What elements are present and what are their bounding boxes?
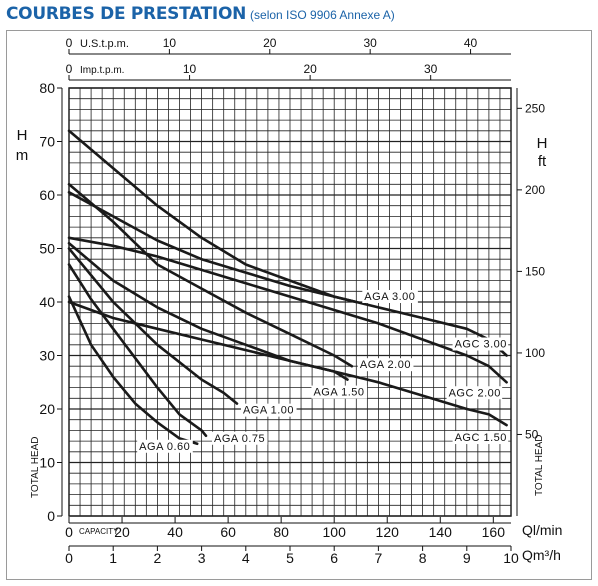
curve-agc-3-00 <box>67 191 508 357</box>
curves <box>67 129 508 446</box>
bottom-m3h-tick-label: 4 <box>242 550 250 566</box>
curve-aga-0-75 <box>67 263 208 438</box>
curve-label-bg <box>240 403 297 417</box>
curve-label: AGA 1.00 <box>243 405 294 417</box>
bottom-m3h-axis-label: Qm³/h <box>522 547 561 563</box>
bottom-lpm-tick-label: 120 <box>376 524 400 540</box>
top-us-tick-label: 30 <box>363 36 377 50</box>
bottom-lpm-tick-label: 60 <box>220 524 236 540</box>
top-us-tick-label: 0 <box>66 36 73 50</box>
curve-aga-1-00 <box>67 247 239 405</box>
bottom-lpm-tick-label: 140 <box>429 524 453 540</box>
left-tick-label: 0 <box>47 508 55 524</box>
curve-agc-1-50 <box>67 300 508 427</box>
top-us-tick-label: 10 <box>163 36 177 50</box>
bottom-m3h-tick-label: 9 <box>463 550 471 566</box>
left-tick-label: 30 <box>39 348 55 364</box>
chart-title: COURBES DE PRESTATION <box>6 4 247 24</box>
curve-label-bg <box>452 431 509 445</box>
right-axis-label-h: H <box>537 135 548 152</box>
top-us-tick-label: 20 <box>263 36 277 50</box>
curve-label-bg <box>362 290 418 303</box>
curve-label-bg <box>452 337 509 351</box>
curve-label-bg <box>446 386 503 400</box>
curve-aga-0-60 <box>67 295 199 446</box>
chart-subtitle: (selon ISO 9906 Annexe A) <box>250 8 395 22</box>
right-tick-label: 50 <box>525 427 539 441</box>
bottom-m3h-tick-label: 10 <box>503 550 519 566</box>
bottom-m3h-tick-label: 5 <box>286 550 294 566</box>
curve-label: AGA 3.00 <box>364 291 415 303</box>
curve-aga-1-50 <box>67 241 349 381</box>
left-axis-label-unit: m <box>16 147 29 164</box>
right-axis-label-unit: ft <box>538 153 547 170</box>
page-title: COURBES DE PRESTATION (selon ISO 9906 Ann… <box>6 4 395 24</box>
curve-label-bg <box>212 431 268 445</box>
capacity-caption: CAPACITY <box>79 527 119 536</box>
chart-frame <box>6 30 592 580</box>
bottom-m3h-tick-label: 6 <box>330 550 338 566</box>
curve-label-bg <box>357 358 414 372</box>
bottom-lpm-tick-label: 20 <box>114 524 130 540</box>
grid <box>68 87 512 517</box>
top-imp-axis-label: Imp.t.p.m. <box>80 65 124 76</box>
curve-label: AGC 1.50 <box>455 432 507 444</box>
top-imp-tick-label: 0 <box>66 62 73 76</box>
right-tick-label: 250 <box>525 101 545 115</box>
top-us-tick-label: 40 <box>464 36 478 50</box>
left-tick-label: 70 <box>39 134 55 150</box>
bottom-m3h-tick-label: 8 <box>419 550 427 566</box>
bottom-m3h-tick-label: 2 <box>154 550 162 566</box>
curve-label: AGA 0.60 <box>139 441 190 453</box>
bottom-lpm-axis-label: Ql/min <box>522 522 562 538</box>
left-axis-vertical-label: TOTAL HEAD <box>30 437 41 499</box>
right-tick-label: 100 <box>525 346 545 360</box>
curve-label: AGA 1.50 <box>313 387 364 399</box>
top-imp-tick-label: 20 <box>303 62 317 76</box>
curve-labels: AGA 0.60 AGA 0.75 AGA 1.00 AGA 1.50 AGA 2.00… <box>137 290 509 453</box>
top-us-axis-label: U.S.t.p.m. <box>80 38 129 50</box>
left-tick-label: 80 <box>39 80 55 96</box>
left-tick-label: 40 <box>39 294 55 310</box>
left-tick-label: 50 <box>39 241 55 257</box>
curve-agc-2-00 <box>67 236 508 384</box>
curve-label: AGA 0.75 <box>214 433 265 445</box>
left-axis-label-h: H <box>17 127 28 144</box>
bottom-lpm-tick-label: 80 <box>273 524 289 540</box>
curve-aga-2-00 <box>67 183 354 368</box>
top-imp-tick-label: 10 <box>183 62 197 76</box>
curve-label: AGA 2.00 <box>360 359 411 371</box>
bottom-m3h-tick-label: 1 <box>109 550 117 566</box>
bottom-lpm-tick-label: 40 <box>167 524 183 540</box>
bottom-m3h-tick-label: 3 <box>198 550 206 566</box>
curve-label-bg <box>137 439 193 453</box>
bottom-lpm-tick-label: 0 <box>65 524 73 540</box>
bottom-lpm-tick-label: 100 <box>323 524 347 540</box>
bottom-m3h-tick-label: 7 <box>375 550 383 566</box>
curve-label-bg <box>311 385 368 399</box>
right-axis-vertical-label: TOTAL HEAD <box>534 435 545 497</box>
curve-label: AGC 2.00 <box>449 387 501 399</box>
right-tick-label: 200 <box>525 183 545 197</box>
right-tick-label: 150 <box>525 264 545 278</box>
left-tick-label: 10 <box>39 455 55 471</box>
top-imp-tick-label: 30 <box>424 62 438 76</box>
bottom-lpm-tick-label: 160 <box>482 524 506 540</box>
left-tick-label: 60 <box>39 187 55 203</box>
bottom-m3h-tick-label: 0 <box>65 550 73 566</box>
left-tick-label: 20 <box>39 401 55 417</box>
curve-label: AGC 3.00 <box>455 339 507 351</box>
